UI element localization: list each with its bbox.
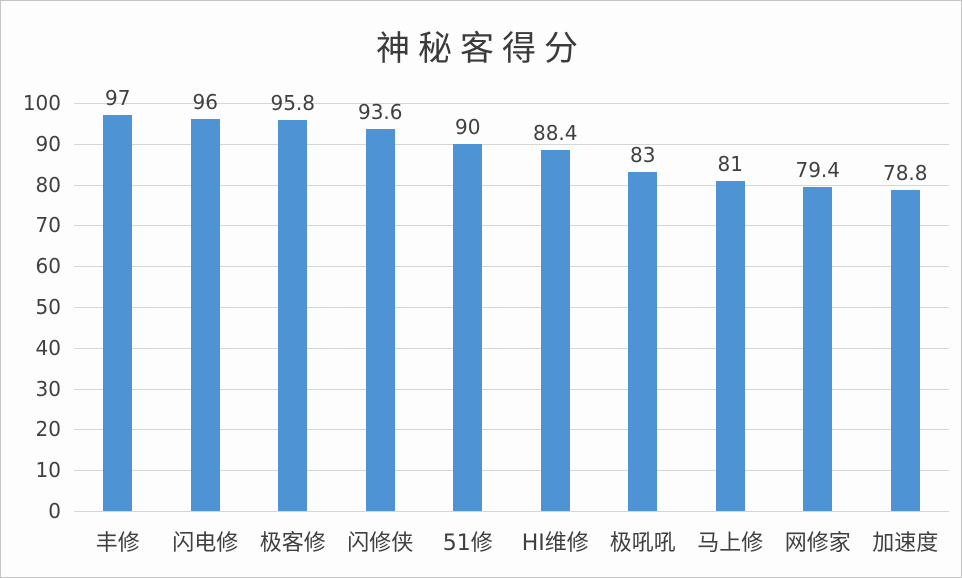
x-tick-label: 极吼吼	[609, 531, 676, 556]
x-tick-label: 加速度	[872, 531, 939, 556]
bar	[365, 129, 395, 511]
gridline	[74, 429, 949, 431]
x-tick-label: 闪修侠	[347, 531, 414, 556]
gridline	[74, 225, 949, 227]
y-tick-label: 60	[35, 254, 61, 279]
chart-title: 神秘客得分	[376, 29, 586, 69]
bar	[103, 115, 133, 511]
bar	[190, 119, 220, 511]
bar	[278, 120, 308, 511]
bar-value-label: 83	[630, 143, 656, 168]
bar-value-label: 78.8	[882, 160, 928, 185]
y-tick-label: 30	[35, 376, 61, 401]
bar-value-label: 90	[455, 114, 481, 139]
bar-value-label: 93.6	[357, 100, 403, 125]
gridline	[74, 266, 949, 268]
bar-value-label: 95.8	[270, 91, 316, 116]
x-tick-label: 51修	[442, 531, 493, 556]
bar-value-label: 96	[192, 90, 218, 115]
plot-area: 97 96 95.8 93.6 90 88.4 83 81 79.4 78.8	[74, 87, 949, 512]
y-tick-label: 70	[35, 213, 61, 238]
x-tick-label: 极客修	[259, 531, 326, 556]
bar-value-label: 88.4	[532, 121, 578, 146]
bar-value-label: 97	[105, 86, 131, 111]
bar-value-label: 81	[717, 151, 743, 176]
gridline	[74, 388, 949, 390]
y-tick-label: 80	[35, 172, 61, 197]
gridline	[74, 143, 949, 145]
gridline	[74, 184, 949, 186]
y-tick-label: 0	[48, 499, 61, 523]
bar	[803, 187, 833, 511]
y-tick-label: 10	[35, 458, 61, 483]
bar	[890, 189, 920, 511]
x-tick-label: 马上修	[697, 531, 764, 556]
x-tick-label: 闪电修	[172, 531, 239, 556]
y-tick-label: 50	[35, 295, 61, 319]
bar	[628, 172, 658, 511]
y-tick-label: 90	[35, 131, 61, 156]
y-tick-label: 40	[35, 335, 61, 360]
gridline	[74, 103, 949, 104]
y-axis: 0 10 20 30 40 50 60 70 80 90 100	[1, 93, 61, 521]
bar	[540, 150, 570, 511]
x-tick-label: 丰修	[95, 531, 140, 556]
y-tick-label: 100	[22, 91, 61, 115]
gridline	[74, 511, 949, 512]
x-tick-label: HI维修	[521, 531, 589, 556]
x-axis: 丰修 闪电修 极客修 闪修侠 51修 HI维修 极吼吼 马上修 网修家 加速度	[74, 521, 949, 561]
y-tick-label: 20	[35, 417, 61, 442]
bar-value-label: 79.4	[795, 158, 841, 183]
bar	[715, 180, 745, 511]
gridline	[74, 307, 949, 308]
gridline	[74, 347, 949, 349]
gridline	[74, 470, 949, 472]
x-tick-label: 网修家	[784, 531, 851, 556]
bar	[453, 143, 483, 511]
